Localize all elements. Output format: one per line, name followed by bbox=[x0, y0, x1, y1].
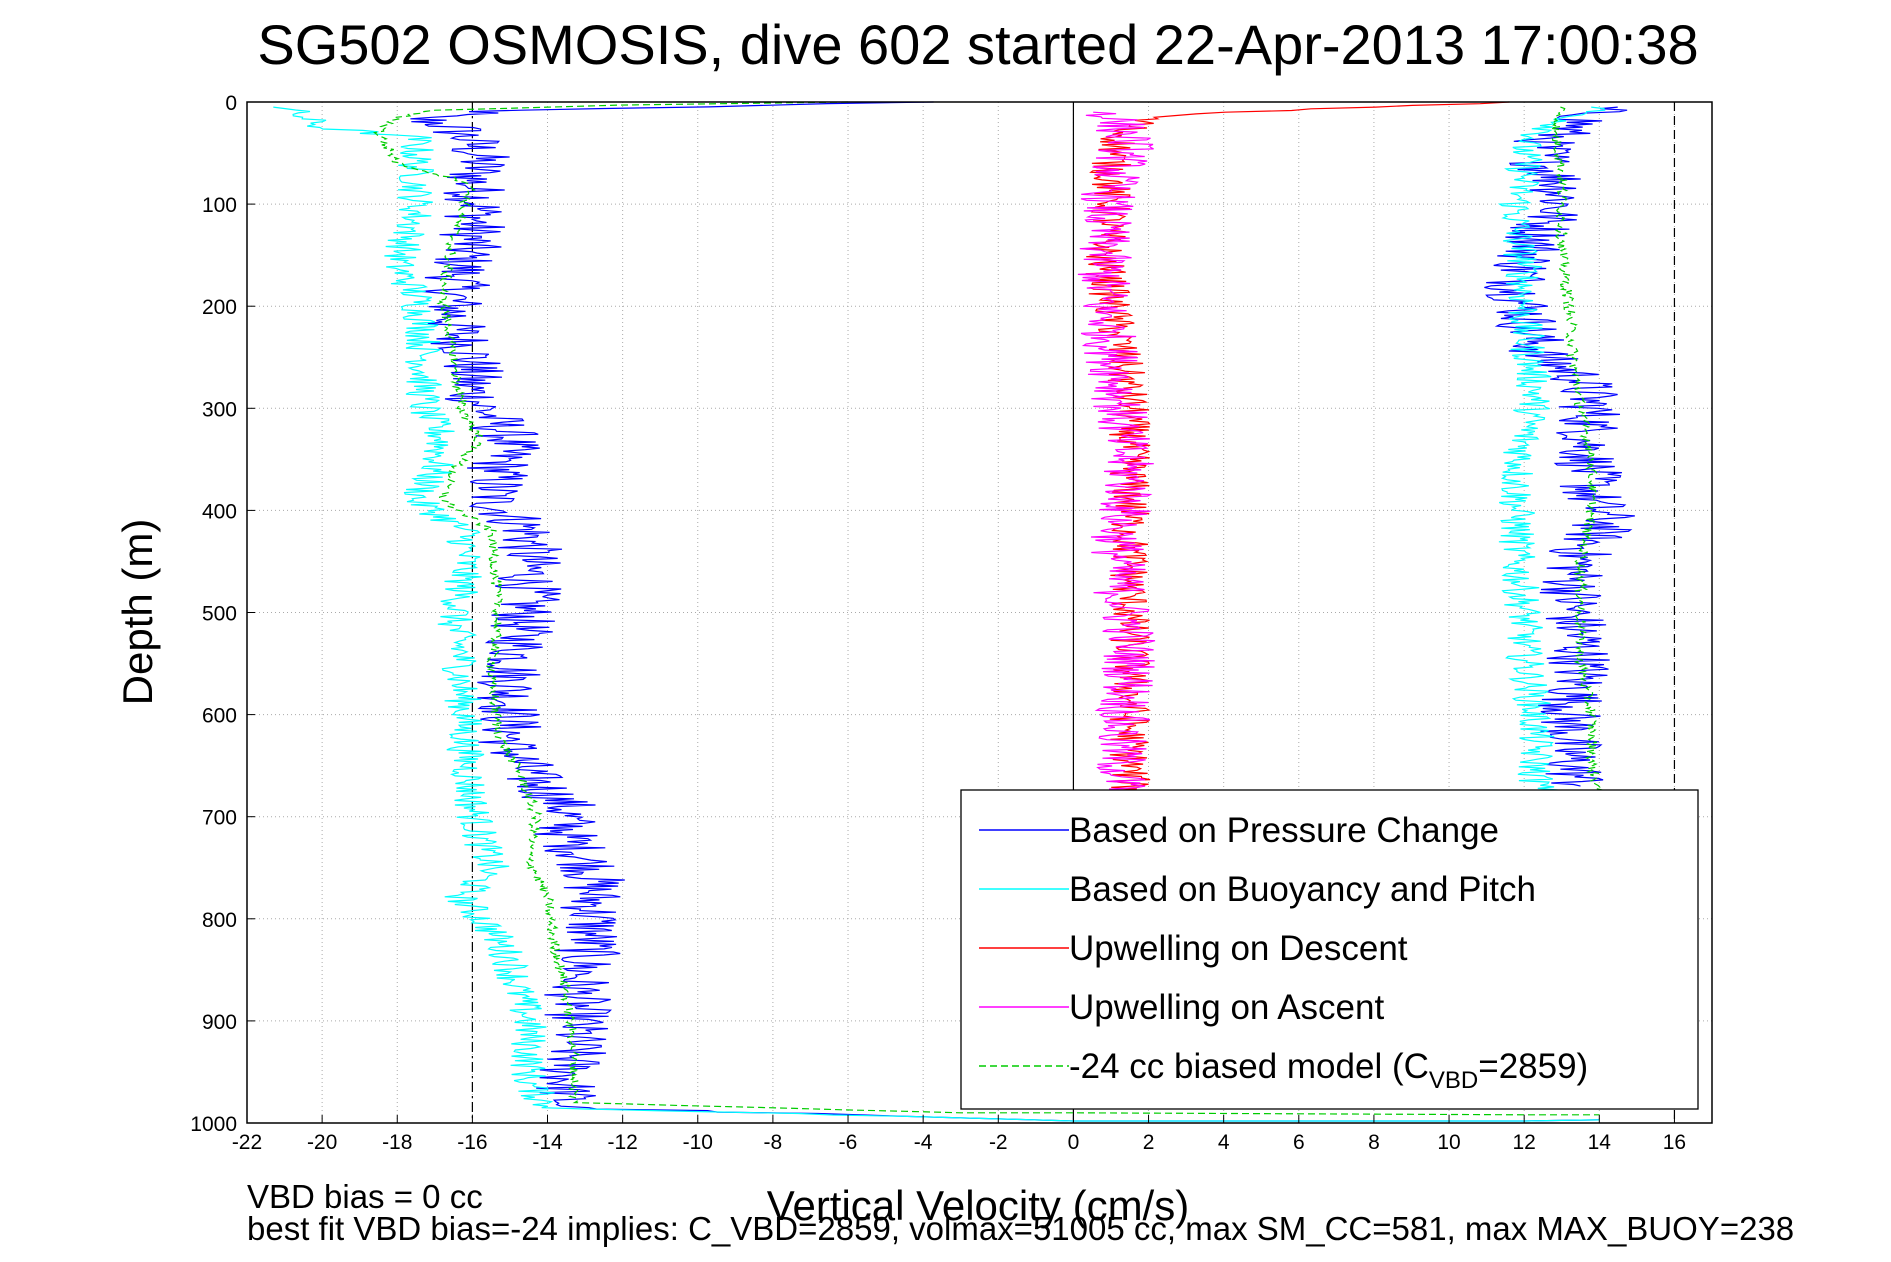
y-tick-label: 900 bbox=[202, 1011, 237, 1034]
x-axis-label: Vertical Velocity (cm/s) bbox=[767, 1182, 1189, 1229]
legend-label: -24 cc biased model (CVBD=2859) bbox=[1069, 1047, 1588, 1094]
series-line bbox=[1484, 106, 1635, 787]
legend-label: Upwelling on Descent bbox=[1069, 929, 1408, 968]
series-line bbox=[1549, 106, 1605, 797]
x-tick-label: 12 bbox=[1512, 1131, 1535, 1154]
y-tick-label: 700 bbox=[202, 807, 237, 830]
legend: Based on Pressure Change Based on Buoyanc… bbox=[960, 789, 1699, 1110]
x-tick-label: -22 bbox=[232, 1131, 262, 1154]
series-line bbox=[372, 101, 1600, 1116]
x-tick-label: 14 bbox=[1588, 1131, 1612, 1154]
legend-label: Upwelling on Ascent bbox=[1069, 988, 1384, 1027]
y-tick-label: 600 bbox=[202, 705, 237, 728]
x-tick-label: -18 bbox=[382, 1131, 412, 1154]
x-tick-label: 8 bbox=[1368, 1131, 1380, 1154]
series-line bbox=[1077, 111, 1156, 818]
series-line bbox=[273, 106, 1600, 1122]
x-tick-label: -20 bbox=[307, 1131, 337, 1154]
y-tick-label: 200 bbox=[202, 296, 237, 319]
chart-title: SG502 OSMOSIS, dive 602 started 22-Apr-2… bbox=[257, 13, 1698, 76]
y-tick-label: 100 bbox=[202, 194, 237, 217]
x-tick-label: -12 bbox=[607, 1131, 637, 1154]
legend-label: Based on Buoyancy and Pitch bbox=[1069, 870, 1536, 909]
axis-ticks: -22 -20 -18 -16 -14 -12 -10 -8 -6 -4 -2 0 2 4 6 8 10 12 14… bbox=[190, 92, 1686, 1154]
series-line bbox=[1497, 106, 1606, 797]
y-axis-label: Depth (m) bbox=[114, 519, 161, 706]
y-tick-label: 800 bbox=[202, 909, 237, 932]
x-tick-label: 16 bbox=[1663, 1131, 1686, 1154]
legend-box bbox=[960, 789, 1699, 1110]
y-tick-label: 400 bbox=[202, 500, 237, 523]
plot-area bbox=[273, 101, 1635, 1122]
y-tick-label: 0 bbox=[225, 92, 237, 115]
x-tick-label: -2 bbox=[989, 1131, 1008, 1154]
x-tick-label: -14 bbox=[532, 1131, 563, 1154]
x-tick-label: -8 bbox=[764, 1131, 783, 1154]
series-line bbox=[1085, 101, 1510, 817]
x-tick-label: -4 bbox=[914, 1131, 933, 1154]
footer-line-1: VBD bias = 0 cc bbox=[247, 1178, 483, 1215]
y-tick-label: 1000 bbox=[190, 1113, 237, 1136]
x-tick-label: 6 bbox=[1293, 1131, 1305, 1154]
x-tick-label: -6 bbox=[839, 1131, 858, 1154]
y-tick-label: 300 bbox=[202, 398, 237, 421]
x-tick-label: -10 bbox=[683, 1131, 713, 1154]
x-tick-label: 2 bbox=[1143, 1131, 1155, 1154]
legend-label: Based on Pressure Change bbox=[1069, 811, 1499, 850]
x-tick-label: -16 bbox=[457, 1131, 487, 1154]
x-tick-label: 0 bbox=[1068, 1131, 1080, 1154]
x-tick-label: 10 bbox=[1437, 1131, 1460, 1154]
x-tick-label: 4 bbox=[1218, 1131, 1230, 1154]
y-tick-label: 500 bbox=[202, 603, 237, 626]
series-line bbox=[410, 101, 1600, 1122]
footer-line-2: best fit VBD bias=-24 implies: C_VBD=285… bbox=[247, 1210, 1794, 1247]
